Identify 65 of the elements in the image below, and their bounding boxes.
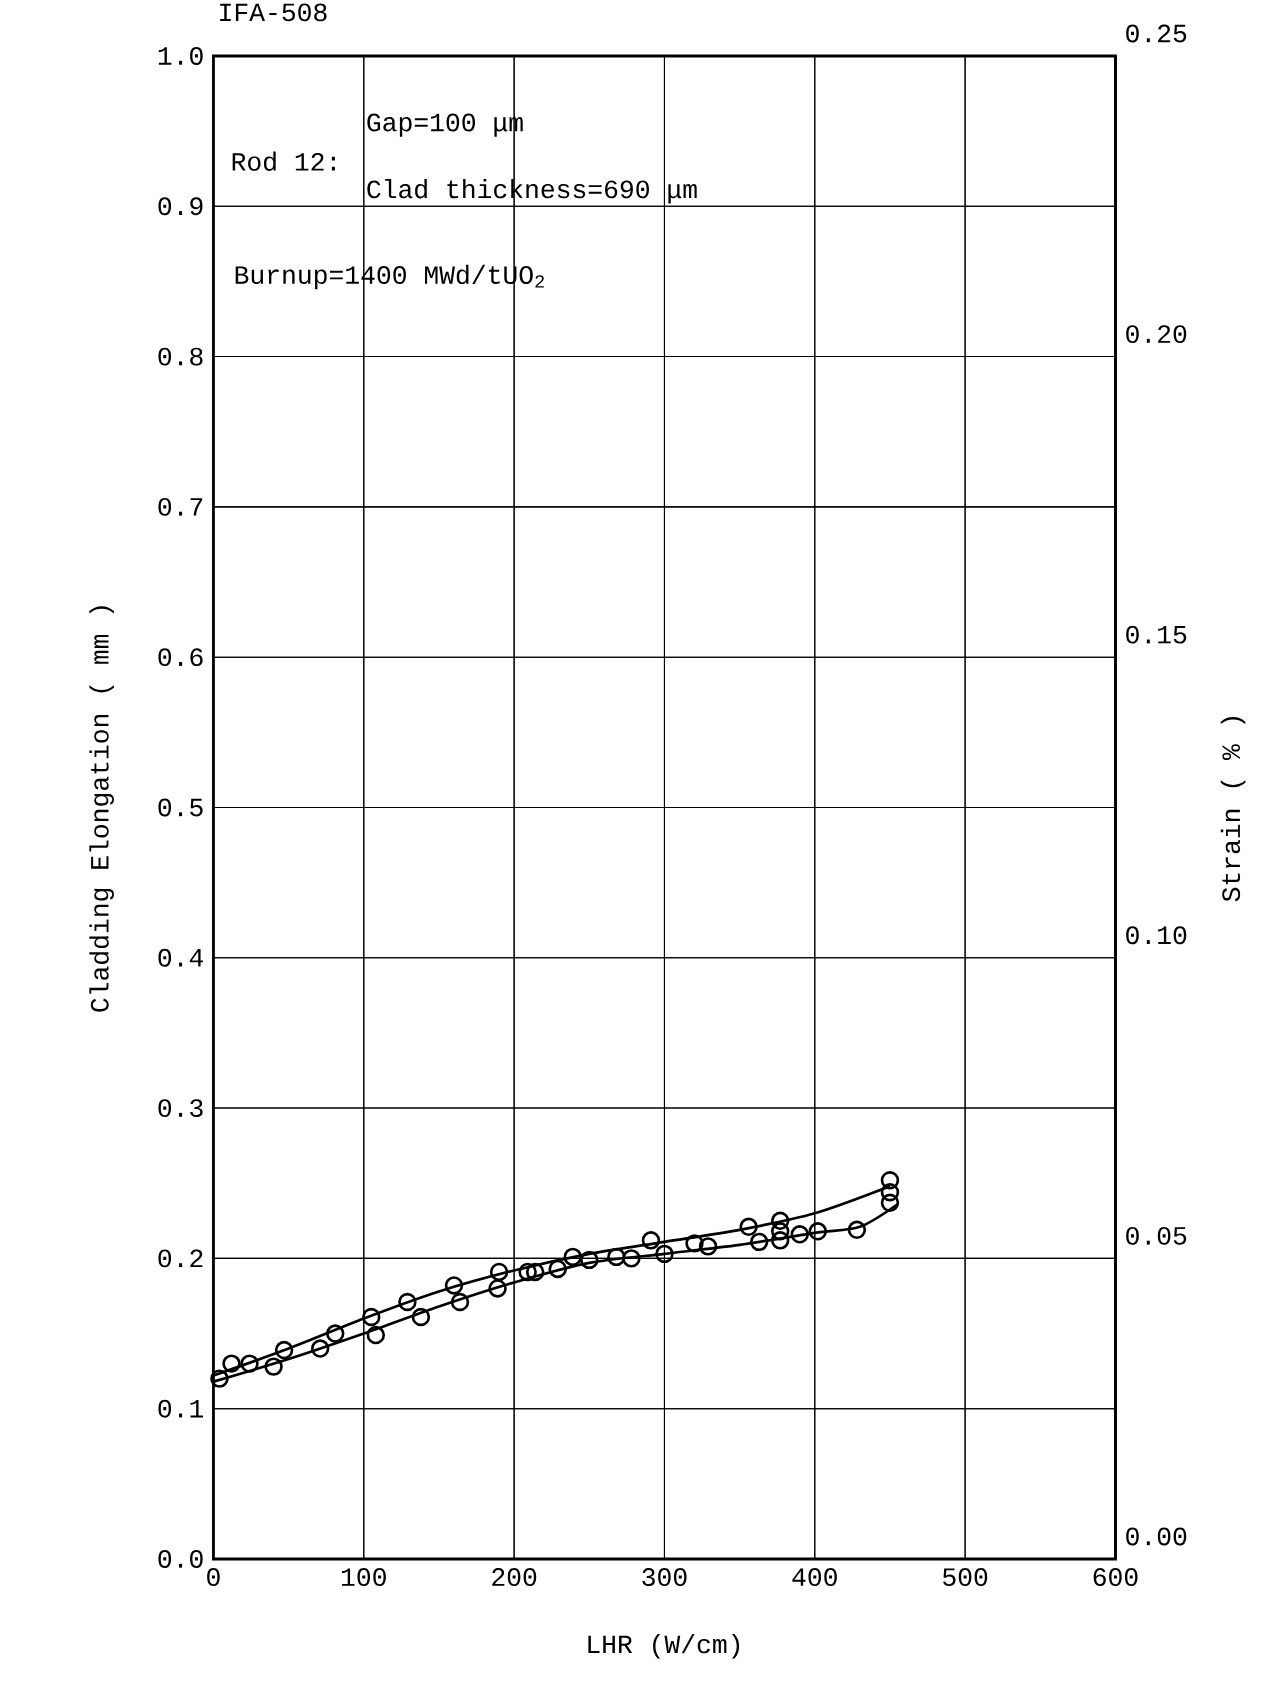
x-tick-label: 500 [942, 1568, 987, 1587]
point [641, 1231, 660, 1250]
y-tick-label: 0.5 [158, 798, 203, 817]
y-tick-label: 0.7 [158, 497, 203, 516]
point [444, 1276, 463, 1295]
point [240, 1354, 259, 1373]
point [698, 1237, 718, 1256]
point [274, 1340, 294, 1360]
point [489, 1262, 509, 1282]
y-tick-label: 0.3 [158, 1099, 203, 1118]
point [808, 1222, 827, 1241]
y-tick-label: 0.1 [158, 1399, 203, 1418]
point [770, 1231, 790, 1250]
point [210, 1369, 229, 1388]
x-tick-label: 100 [341, 1568, 386, 1587]
point [621, 1249, 641, 1268]
x-tick-label: 200 [492, 1568, 536, 1587]
point [411, 1307, 430, 1327]
x-tick-label: 600 [1093, 1568, 1138, 1587]
point [525, 1262, 545, 1282]
y-tick-label: 0.4 [158, 948, 203, 967]
point [310, 1339, 330, 1358]
point [366, 1325, 385, 1345]
point [325, 1324, 345, 1343]
x-tick-label: 400 [792, 1568, 837, 1587]
point [264, 1357, 283, 1376]
y2-tick-label: 0.25 [1125, 24, 1186, 43]
point [739, 1217, 758, 1237]
point [518, 1262, 537, 1282]
point [847, 1220, 866, 1240]
point [770, 1211, 790, 1231]
point [488, 1279, 507, 1298]
y-tick-label: 0.9 [158, 197, 203, 216]
point [450, 1292, 470, 1312]
y-tick-label: 0.0 [158, 1550, 203, 1568]
chart-title: IFA-508 [219, 3, 327, 22]
y2-tick-label: 0.05 [1125, 1226, 1186, 1245]
point [790, 1225, 809, 1244]
point [880, 1183, 899, 1202]
annotation: Rod 12: [232, 151, 335, 171]
point [548, 1259, 567, 1279]
y2-tick-label: 0.10 [1125, 926, 1187, 945]
point [655, 1244, 674, 1264]
x-tick-label: 0 [206, 1568, 220, 1587]
x-axis-title: LHR (W/cm) [588, 1633, 739, 1659]
point [770, 1222, 790, 1241]
point [222, 1354, 241, 1373]
y-tick-label: 0.6 [158, 648, 203, 667]
y2-tick-label: 0.00 [1125, 1527, 1187, 1546]
y-tick-label: 0.8 [158, 347, 203, 366]
x-tick-label: 300 [642, 1568, 687, 1587]
y-tick-label: 1.0 [158, 47, 203, 65]
point [579, 1250, 599, 1270]
point [361, 1307, 381, 1327]
point [397, 1292, 417, 1312]
point [880, 1171, 899, 1190]
point [563, 1247, 582, 1267]
y2-tick-label: 0.15 [1125, 625, 1186, 644]
point [749, 1232, 769, 1252]
y-tick-label: 0.2 [158, 1249, 203, 1268]
point [685, 1234, 704, 1253]
y2-axis-title: Strain ( % ) [1220, 717, 1246, 902]
y-axis-title: Cladding Elongation ( mm ) [89, 606, 114, 1012]
point [606, 1247, 626, 1267]
y2-tick-label: 0.20 [1125, 325, 1187, 344]
